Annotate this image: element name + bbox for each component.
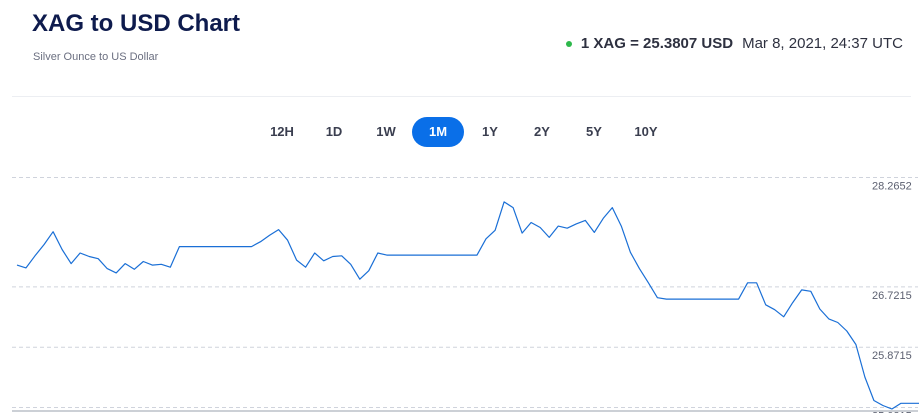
price-series-line: [16, 201, 919, 410]
range-5y-button[interactable]: 5Y: [586, 124, 602, 139]
rate-display: 1 XAG = 25.3807 USD Mar 8, 2021, 24:37 U…: [565, 35, 903, 52]
range-1d-button[interactable]: 1D: [325, 124, 343, 139]
range-2y-button[interactable]: 2Y: [534, 124, 550, 139]
range-10y-button[interactable]: 10Y: [634, 124, 658, 139]
price-chart[interactable]: 28.2652 26.7215 25.8715 25.0215: [0, 170, 923, 413]
y-tick-label: 25.0215: [872, 410, 912, 413]
header-divider: [12, 96, 911, 97]
range-1w-button[interactable]: 1W: [376, 124, 396, 139]
live-status-dot: [565, 40, 572, 47]
y-tick-label: 25.8715: [872, 350, 912, 362]
y-tick-label: 26.7215: [872, 290, 912, 302]
page-subtitle: Silver Ounce to US Dollar: [33, 51, 159, 63]
page-title: XAG to USD Chart: [32, 10, 241, 37]
rate-timestamp: Mar 8, 2021, 24:37 UTC: [742, 35, 903, 52]
y-tick-label: 28.2652: [872, 180, 912, 192]
range-12h-button[interactable]: 12H: [270, 124, 294, 139]
range-1y-button[interactable]: 1Y: [482, 124, 498, 139]
range-1m-button[interactable]: 1M: [412, 117, 464, 147]
rate-value: 1 XAG = 25.3807 USD: [580, 35, 734, 52]
time-range-selector: 12H 1D 1W 1M 1Y 2Y 5Y 10Y: [256, 117, 672, 147]
